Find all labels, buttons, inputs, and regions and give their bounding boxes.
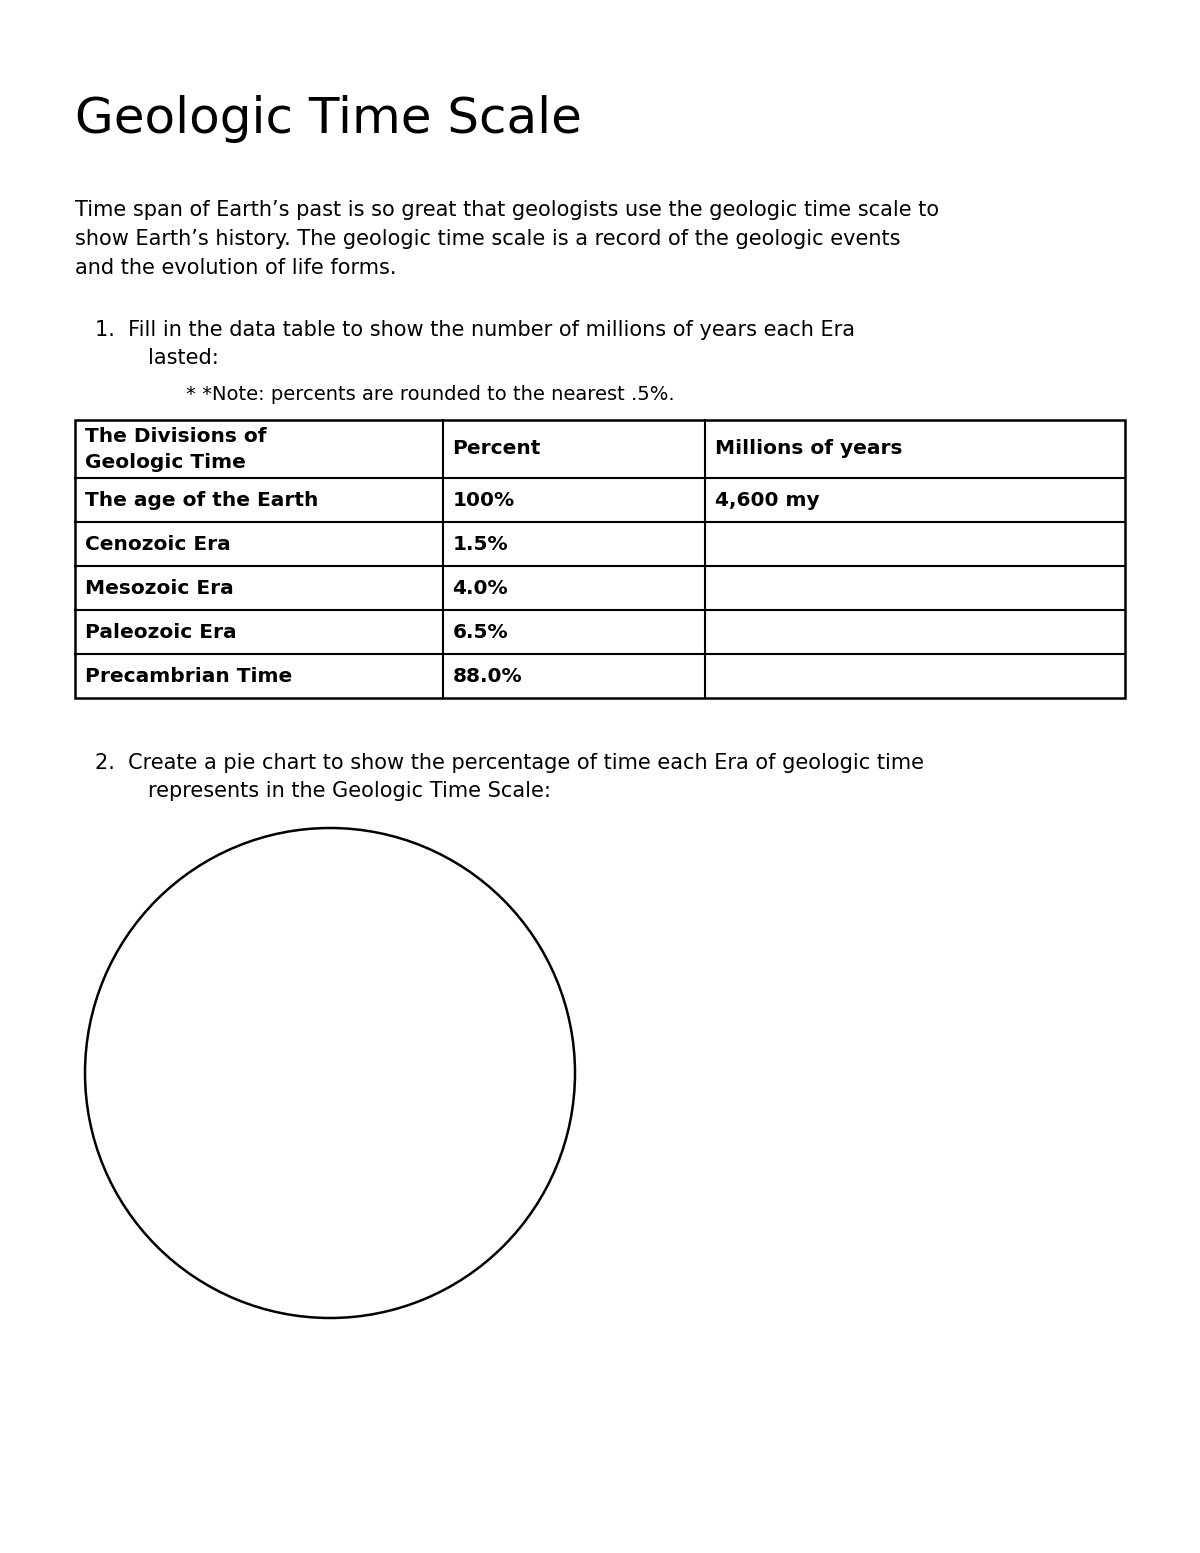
Text: Time span of Earth’s past is so great that geologists use the geologic time scal: Time span of Earth’s past is so great th… <box>74 200 940 278</box>
Bar <box>74 419 1126 697</box>
Text: Mesozoic Era: Mesozoic Era <box>85 579 234 598</box>
Text: The age of the Earth: The age of the Earth <box>85 491 318 509</box>
Text: * *Note: percents are rounded to the nearest .5%.: * *Note: percents are rounded to the nea… <box>186 385 674 404</box>
Text: Percent: Percent <box>452 439 541 458</box>
Text: 4,600 my: 4,600 my <box>715 491 820 509</box>
Text: 1.  Fill in the data table to show the number of millions of years each Era: 1. Fill in the data table to show the nu… <box>95 320 854 340</box>
Text: Millions of years: Millions of years <box>715 439 902 458</box>
Text: 2.  Create a pie chart to show the percentage of time each Era of geologic time: 2. Create a pie chart to show the percen… <box>95 753 924 773</box>
Text: lasted:: lasted: <box>95 348 218 368</box>
Text: 100%: 100% <box>452 491 515 509</box>
Text: Cenozoic Era: Cenozoic Era <box>85 534 230 553</box>
Text: Geologic Time Scale: Geologic Time Scale <box>74 95 582 143</box>
Text: represents in the Geologic Time Scale:: represents in the Geologic Time Scale: <box>95 781 551 801</box>
Text: 4.0%: 4.0% <box>452 579 508 598</box>
Text: 1.5%: 1.5% <box>452 534 508 553</box>
Text: 6.5%: 6.5% <box>452 623 508 641</box>
Text: 88.0%: 88.0% <box>452 666 522 685</box>
Text: Paleozoic Era: Paleozoic Era <box>85 623 236 641</box>
Text: Precambrian Time: Precambrian Time <box>85 666 293 685</box>
Text: The Divisions of
Geologic Time: The Divisions of Geologic Time <box>85 427 266 472</box>
